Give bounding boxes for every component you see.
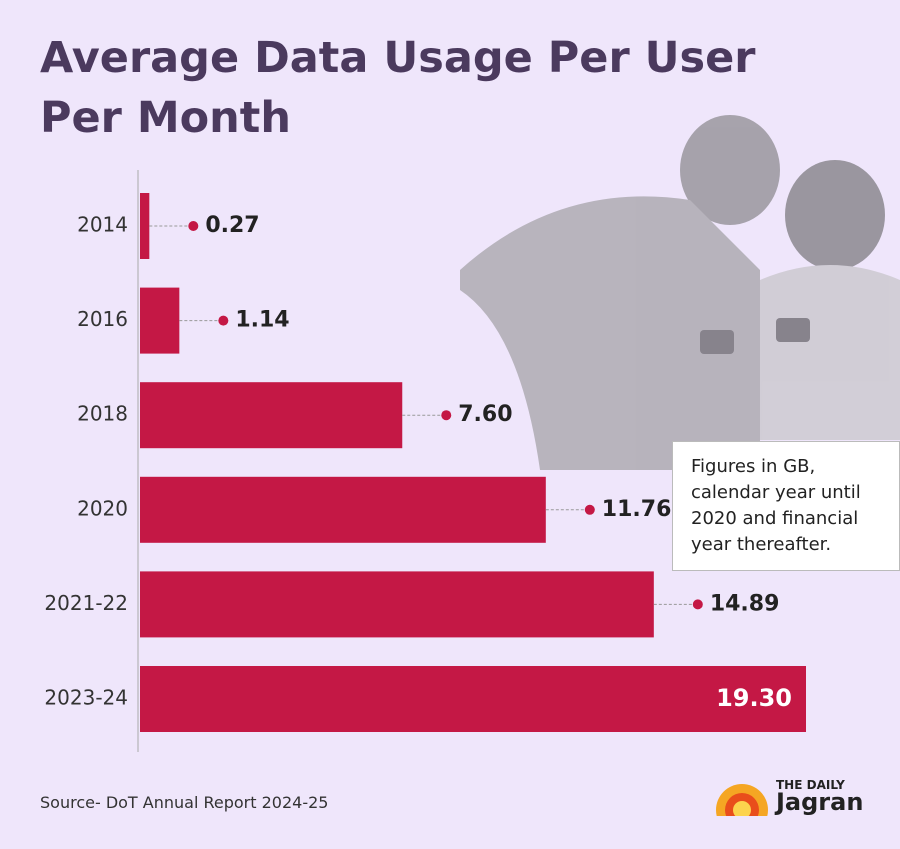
value-label: 14.89 xyxy=(710,591,780,616)
bar xyxy=(140,193,150,259)
logo-text: THE DAILY xyxy=(776,778,845,792)
category-label: 2014 xyxy=(77,213,128,237)
leader-dot xyxy=(441,410,452,421)
bar xyxy=(140,571,654,638)
category-label: 2021-22 xyxy=(44,591,128,615)
value-label: 11.76 xyxy=(602,497,672,522)
value-label: 1.14 xyxy=(235,308,289,333)
value-label: 7.60 xyxy=(458,402,512,427)
chart-title: Average Data Usage Per User Per Month xyxy=(40,33,756,143)
category-label: 2018 xyxy=(77,402,128,426)
category-label: 2023-24 xyxy=(44,686,128,710)
photo-placeholder xyxy=(460,115,900,470)
note: Figures in GB, calendar year until 2020 … xyxy=(672,441,900,571)
bar xyxy=(140,476,546,543)
value-label: 19.30 xyxy=(716,684,792,712)
logo-icon xyxy=(716,784,768,816)
bar xyxy=(140,382,403,449)
bar xyxy=(140,287,180,354)
bar xyxy=(140,666,806,732)
leader-dot xyxy=(218,315,229,326)
category-label: 2016 xyxy=(77,307,128,331)
value-label: 0.27 xyxy=(205,213,259,238)
leader-dot xyxy=(692,599,703,610)
leader-dot xyxy=(188,221,199,231)
logo-text: Jagran xyxy=(776,788,864,816)
source: Source- DoT Annual Report 2024-25 xyxy=(40,793,329,812)
leader-dot xyxy=(584,504,595,515)
category-label: 2020 xyxy=(77,496,128,520)
